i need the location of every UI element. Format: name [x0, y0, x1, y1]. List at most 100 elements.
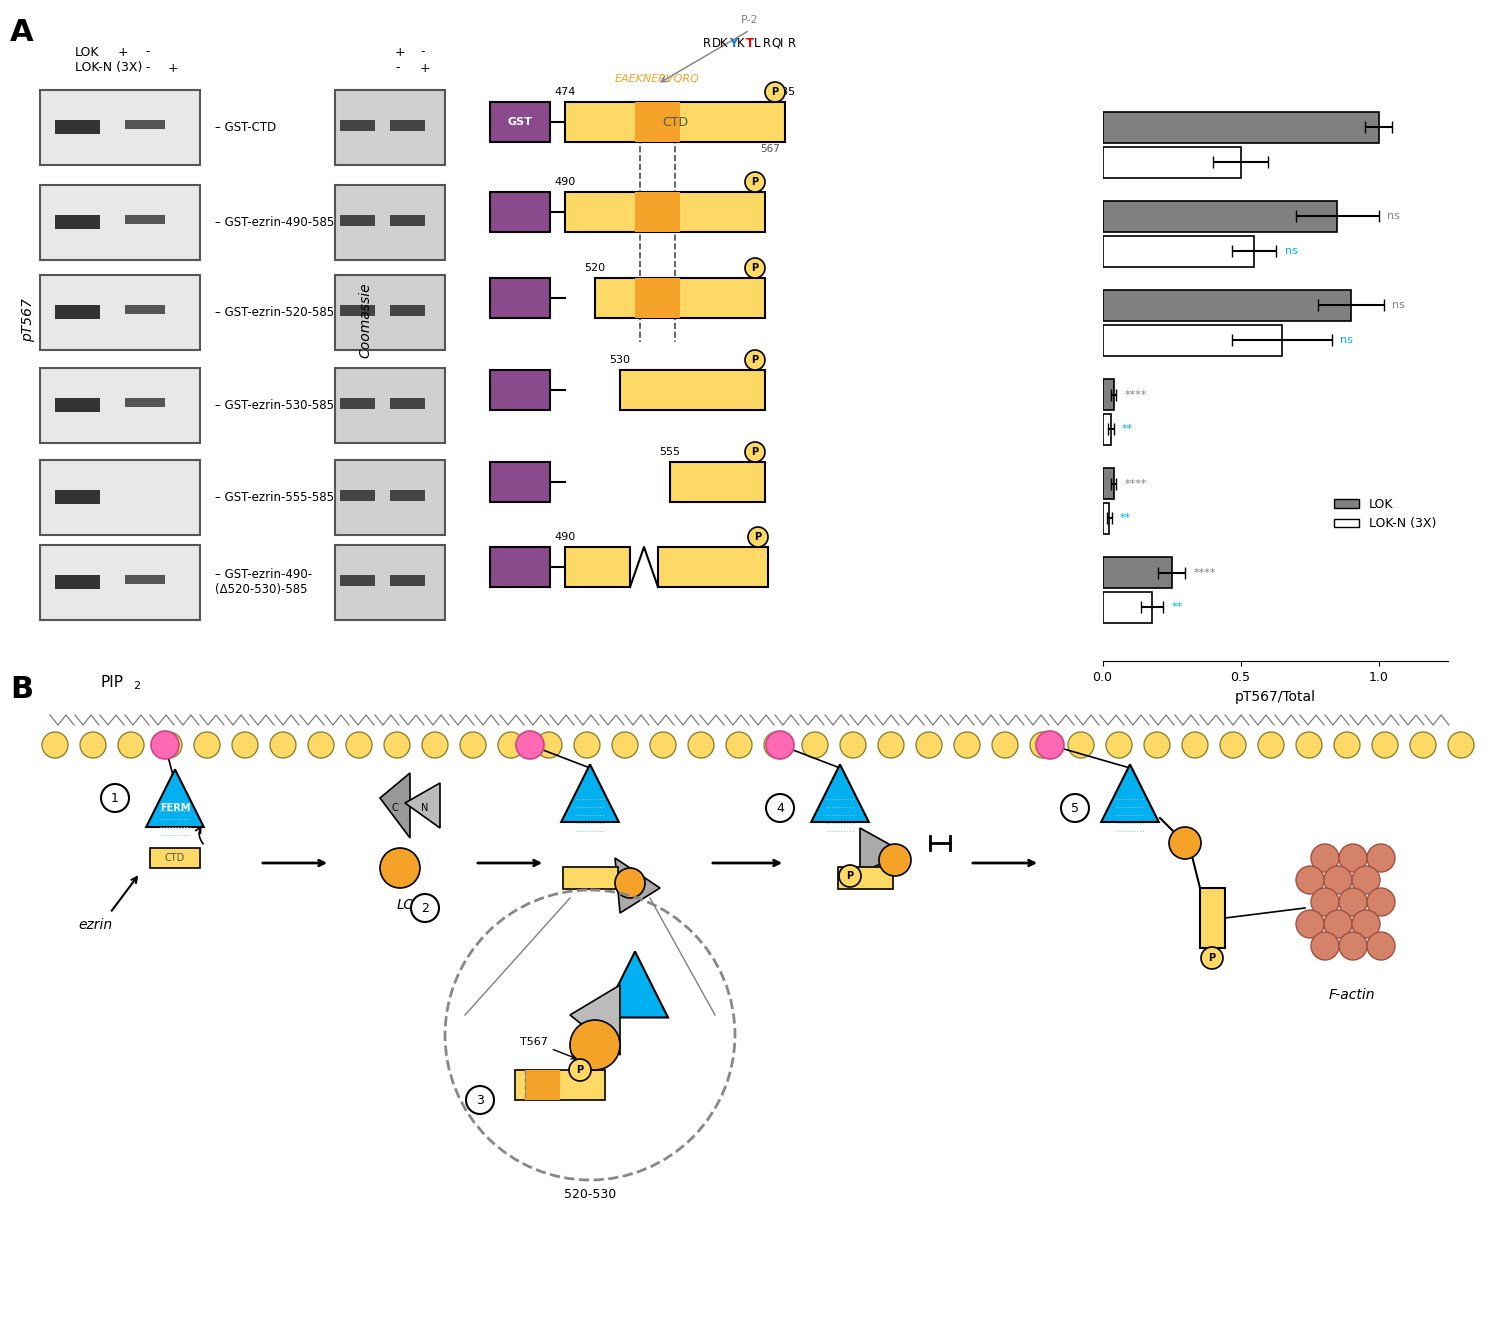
FancyBboxPatch shape	[390, 574, 424, 585]
Circle shape	[1168, 827, 1202, 859]
Text: – GST-ezrin-490-
(Δ520-530)-585: – GST-ezrin-490- (Δ520-530)-585	[214, 569, 312, 596]
Circle shape	[1366, 888, 1395, 916]
Text: CTD: CTD	[662, 115, 688, 128]
FancyBboxPatch shape	[390, 305, 424, 315]
Text: P: P	[752, 448, 759, 457]
Circle shape	[1036, 731, 1064, 759]
Bar	[634, 102, 680, 142]
Text: P: P	[771, 87, 778, 98]
Bar	[620, 370, 765, 410]
Text: K: K	[738, 37, 746, 49]
Circle shape	[748, 526, 768, 546]
Circle shape	[764, 732, 790, 758]
Circle shape	[766, 794, 794, 822]
Text: pT567: pT567	[21, 298, 34, 342]
Bar	[1102, 112, 1378, 143]
Text: 567: 567	[760, 144, 780, 154]
Bar	[1102, 468, 1113, 500]
FancyBboxPatch shape	[340, 490, 375, 501]
FancyBboxPatch shape	[124, 120, 165, 130]
FancyBboxPatch shape	[340, 574, 375, 585]
Text: K: K	[720, 37, 728, 49]
FancyBboxPatch shape	[390, 215, 424, 226]
Circle shape	[954, 732, 980, 758]
Text: L: L	[754, 37, 760, 49]
Circle shape	[380, 848, 420, 888]
Circle shape	[1030, 732, 1056, 758]
Text: N: N	[422, 803, 429, 814]
Text: LOK-N (3X): LOK-N (3X)	[75, 61, 142, 75]
Circle shape	[1340, 844, 1366, 872]
FancyBboxPatch shape	[334, 460, 446, 534]
Text: C: C	[392, 803, 399, 814]
FancyBboxPatch shape	[334, 184, 446, 261]
Bar	[670, 462, 765, 502]
Bar	[525, 1070, 560, 1100]
Circle shape	[516, 731, 544, 759]
Circle shape	[1334, 732, 1360, 758]
Circle shape	[156, 732, 182, 758]
Text: -: -	[146, 45, 150, 59]
Bar	[490, 102, 550, 142]
Text: 1: 1	[111, 791, 118, 804]
Circle shape	[1311, 844, 1340, 872]
FancyBboxPatch shape	[56, 490, 100, 504]
Circle shape	[746, 350, 765, 370]
Text: B: B	[10, 675, 33, 704]
Circle shape	[1296, 910, 1324, 938]
Polygon shape	[380, 774, 410, 838]
Bar	[596, 278, 765, 318]
FancyBboxPatch shape	[124, 398, 165, 407]
Text: 530: 530	[609, 355, 630, 365]
Circle shape	[746, 258, 765, 278]
Text: -: -	[420, 45, 424, 59]
FancyBboxPatch shape	[334, 90, 446, 166]
Circle shape	[1296, 732, 1322, 758]
Circle shape	[878, 732, 904, 758]
Circle shape	[536, 732, 562, 758]
Text: **: **	[1172, 603, 1182, 612]
Circle shape	[746, 442, 765, 462]
Text: +: +	[118, 45, 129, 59]
FancyBboxPatch shape	[40, 275, 200, 350]
Circle shape	[1352, 866, 1380, 894]
Bar	[490, 192, 550, 232]
Text: R: R	[762, 37, 771, 49]
Text: T567: T567	[520, 1037, 576, 1059]
Text: 2: 2	[134, 681, 140, 691]
Polygon shape	[146, 770, 204, 827]
Bar	[634, 192, 680, 232]
Text: I: I	[780, 37, 783, 49]
Circle shape	[100, 784, 129, 812]
Text: ****: ****	[1194, 568, 1216, 577]
Text: 555: 555	[660, 448, 681, 457]
Bar	[1102, 147, 1240, 178]
Text: – GST-ezrin-490-585: – GST-ezrin-490-585	[214, 216, 334, 228]
Circle shape	[1340, 933, 1366, 961]
Text: – GST-ezrin-520-585: – GST-ezrin-520-585	[214, 306, 334, 319]
Circle shape	[1366, 933, 1395, 961]
Text: – GST-CTD: – GST-CTD	[214, 122, 276, 134]
Circle shape	[1311, 888, 1340, 916]
Bar	[514, 1070, 604, 1100]
Bar	[562, 867, 618, 888]
Circle shape	[1410, 732, 1436, 758]
Text: +: +	[420, 61, 430, 75]
Circle shape	[152, 731, 178, 759]
Circle shape	[1106, 732, 1132, 758]
Bar	[1102, 414, 1112, 445]
Polygon shape	[570, 985, 620, 1055]
Circle shape	[612, 732, 638, 758]
Bar	[1102, 290, 1352, 321]
Text: 490: 490	[555, 176, 576, 187]
Text: P: P	[752, 355, 759, 365]
Circle shape	[840, 732, 866, 758]
Circle shape	[1366, 844, 1395, 872]
Polygon shape	[859, 828, 904, 872]
FancyBboxPatch shape	[124, 305, 165, 314]
Bar	[1102, 379, 1113, 410]
FancyBboxPatch shape	[340, 215, 375, 226]
Circle shape	[460, 732, 486, 758]
Circle shape	[308, 732, 334, 758]
Text: P: P	[752, 263, 759, 273]
